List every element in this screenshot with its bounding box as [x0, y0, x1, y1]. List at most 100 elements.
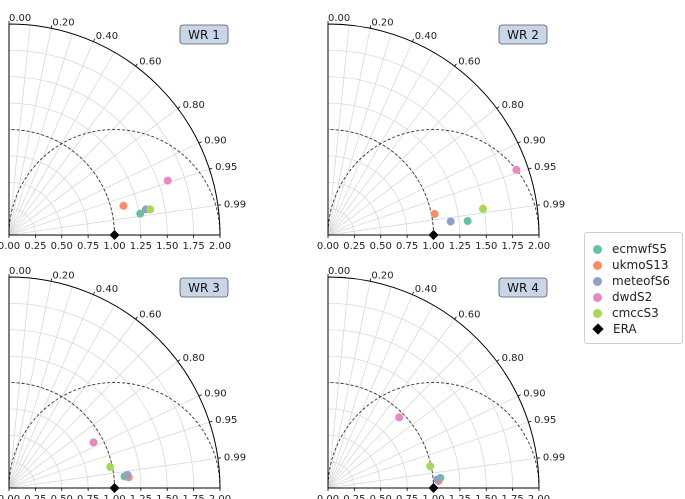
corr-tick	[50, 278, 53, 282]
corr-tick-label: 0.60	[458, 56, 480, 67]
std-tick-label: 1.50	[156, 494, 178, 499]
point-cmccS3	[426, 462, 435, 471]
legend-item-meteofS6: meteofS6	[593, 273, 670, 289]
std-grid-arc	[8, 329, 168, 489]
point-meteofS6	[433, 475, 442, 484]
corr-tick-label: 0.99	[543, 452, 565, 463]
reference-std-arc	[8, 129, 115, 236]
corr-grid-ray	[8, 278, 31, 489]
corr-tick	[412, 38, 414, 42]
std-grid-arc	[8, 434, 63, 489]
legend-marker-ukmoS13	[593, 260, 602, 270]
std-grid-arc	[327, 181, 382, 236]
corr-tick-label: 0.95	[534, 415, 556, 426]
std-tick-label: 2.00	[528, 241, 550, 252]
corr-grid-ray	[327, 168, 529, 236]
std-grid-arc	[8, 49, 195, 236]
diagram-frame	[8, 23, 221, 236]
std-grid-arc	[8, 302, 195, 489]
corr-tick-label: 0.40	[96, 284, 118, 295]
corr-tick-label: 0.80	[502, 353, 524, 364]
panel-title-background	[498, 24, 548, 45]
std-tick-label: 0.50	[370, 494, 392, 499]
taylor-panel-1: 0.00 0.25 0.50 0.75 1.00 1.25 1.50 1.75 2.00 0.00…	[0, 13, 246, 252]
std-grid-arc	[8, 102, 142, 236]
corr-tick	[93, 291, 95, 295]
corr-tick	[177, 106, 181, 109]
legend-item-ERA: ERA	[592, 321, 637, 337]
std-grid-arc	[8, 355, 142, 489]
corr-tick-label: 0.90	[523, 388, 545, 399]
std-tick-label: 1.00	[103, 241, 125, 252]
corr-grid-ray	[327, 278, 350, 489]
corr-tick-label: 0.00	[9, 266, 31, 277]
std-grid-arc	[327, 355, 461, 489]
corr-grid-ray	[327, 25, 350, 236]
corr-tick	[496, 106, 500, 109]
panel-title-box: WR 4	[498, 277, 548, 298]
panel-title: WR 3	[188, 281, 220, 295]
panel-title-background	[179, 277, 229, 298]
diagram-frame	[327, 23, 540, 236]
corr-tick	[369, 25, 372, 29]
corr-tick-label: 0.20	[371, 17, 393, 28]
std-tick-label: 1.00	[422, 241, 444, 252]
corr-tick	[209, 420, 213, 423]
point-ecmwfS5	[463, 216, 472, 225]
std-tick-label: 1.50	[475, 494, 497, 499]
std-tick-label: 0.25	[343, 494, 365, 499]
corr-tick	[517, 394, 521, 397]
point-ecmwfS5	[136, 209, 145, 218]
std-grid-arc	[327, 49, 514, 236]
rmsd-contour-arc	[327, 382, 540, 489]
corr-tick-label: 0.90	[204, 135, 226, 146]
corr-tick-label: 0.90	[204, 388, 226, 399]
std-tick-label: 1.25	[130, 494, 152, 499]
corr-tick-label: 0.00	[328, 13, 350, 24]
corr-tick-label: 0.40	[96, 31, 118, 42]
legend-label-ukmoS13: ukmoS13	[612, 258, 669, 272]
corr-tick	[454, 316, 457, 320]
legend-item-cmccS3: cmccS3	[593, 305, 659, 321]
rmsd-contour-arc	[8, 129, 221, 236]
corr-grid-ray	[8, 33, 73, 236]
corr-tick-label: 0.95	[215, 415, 237, 426]
corr-tick-label: 0.40	[415, 31, 437, 42]
point-ukmoS13	[119, 201, 128, 210]
std-tick-label: 0.25	[24, 241, 46, 252]
corr-tick	[369, 278, 372, 282]
corr-tick	[198, 394, 202, 397]
corr-tick-label: 0.80	[183, 100, 205, 111]
panel-title-box: WR 1	[179, 24, 229, 45]
corr-tick	[209, 167, 213, 170]
corr-tick	[135, 316, 138, 320]
std-tick-label: 0.75	[77, 241, 99, 252]
std-tick-label: 1.00	[103, 494, 125, 499]
diagram-frame	[8, 276, 221, 489]
panel-title-box: WR 2	[498, 24, 548, 45]
point-cmccS3	[106, 462, 115, 471]
std-tick-label: 1.00	[422, 494, 444, 499]
legend-marker-dwdS2	[593, 292, 602, 302]
corr-tick-label: 0.95	[215, 162, 237, 173]
point-meteofS6	[446, 217, 455, 226]
corr-tick	[177, 359, 181, 362]
corr-tick-label: 0.60	[139, 56, 161, 67]
std-tick-label: 0.00	[0, 241, 20, 252]
std-grid-arc	[327, 434, 382, 489]
corr-grid-ray	[8, 337, 157, 489]
std-grid-arc	[327, 102, 461, 236]
corr-grid-ray	[8, 421, 210, 489]
reference-marker-ERA	[109, 483, 120, 493]
legend-marker-meteofS6	[593, 276, 602, 286]
corr-tick	[198, 141, 202, 144]
std-tick-label: 1.50	[475, 241, 497, 252]
rmsd-contour-arc	[8, 382, 221, 489]
std-grid-arc	[8, 181, 63, 236]
panel-title-background	[179, 24, 229, 45]
std-tick-label: 0.00	[317, 241, 339, 252]
legend-label-meteofS6: meteofS6	[612, 274, 670, 288]
std-tick-label: 1.75	[501, 494, 523, 499]
corr-grid-ray	[327, 421, 529, 489]
